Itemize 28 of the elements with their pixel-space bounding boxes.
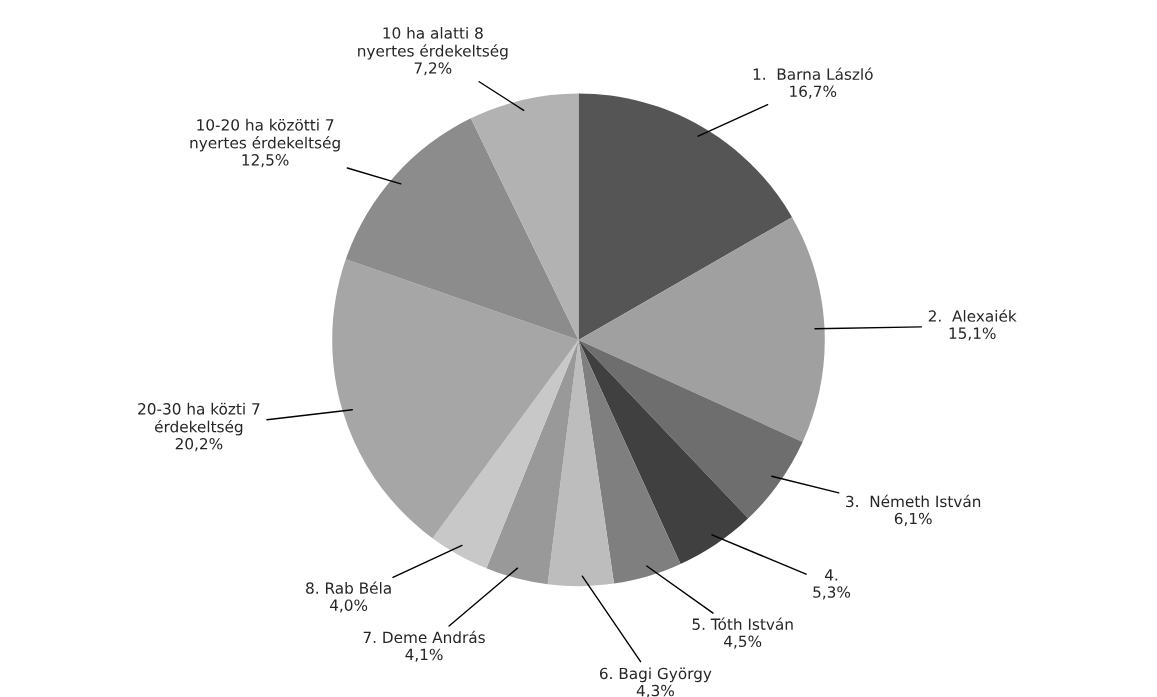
slice-label: 7. Deme András bbox=[363, 630, 485, 644]
data-label: 15,1% bbox=[949, 327, 996, 341]
data-label: 4,0% bbox=[329, 599, 368, 613]
slice-label: 20-30 ha közti 7 érdekeltség bbox=[138, 402, 260, 436]
slice-label: 2. Alexaiék bbox=[928, 309, 1017, 322]
pie-slice bbox=[578, 339, 681, 584]
pie-slice bbox=[578, 339, 803, 519]
slice-label: 5. Tóth István bbox=[692, 617, 793, 630]
data-label: 6,1% bbox=[894, 512, 932, 526]
data-label: 20,2% bbox=[175, 438, 223, 452]
pie-slice bbox=[486, 339, 579, 585]
data-label: 4,5% bbox=[724, 635, 762, 649]
slice-label: 1. Barna László bbox=[753, 67, 873, 80]
pie-slice bbox=[578, 217, 825, 442]
data-label: 16,7% bbox=[790, 85, 837, 99]
data-label: 4,1% bbox=[405, 648, 443, 662]
slice-label: 10-20 ha közötti 7 nyertes érdekeltség bbox=[190, 118, 340, 152]
slice-label: 6. Bagi György bbox=[599, 667, 712, 683]
slice-label: 4. bbox=[824, 569, 838, 581]
data-label: 12,5% bbox=[242, 154, 289, 168]
data-label: 7,2% bbox=[414, 62, 452, 76]
slice-label: 10 ha alatti 8 nyertes érdekeltség bbox=[358, 26, 508, 60]
data-label: 4,3% bbox=[636, 684, 674, 697]
pie-slice bbox=[345, 118, 579, 340]
slice-label: 8. Rab Béla bbox=[306, 581, 391, 594]
slice-label: 3. Németh István bbox=[846, 494, 981, 508]
pie-slice bbox=[578, 339, 749, 565]
data-label: 5,3% bbox=[813, 586, 851, 600]
